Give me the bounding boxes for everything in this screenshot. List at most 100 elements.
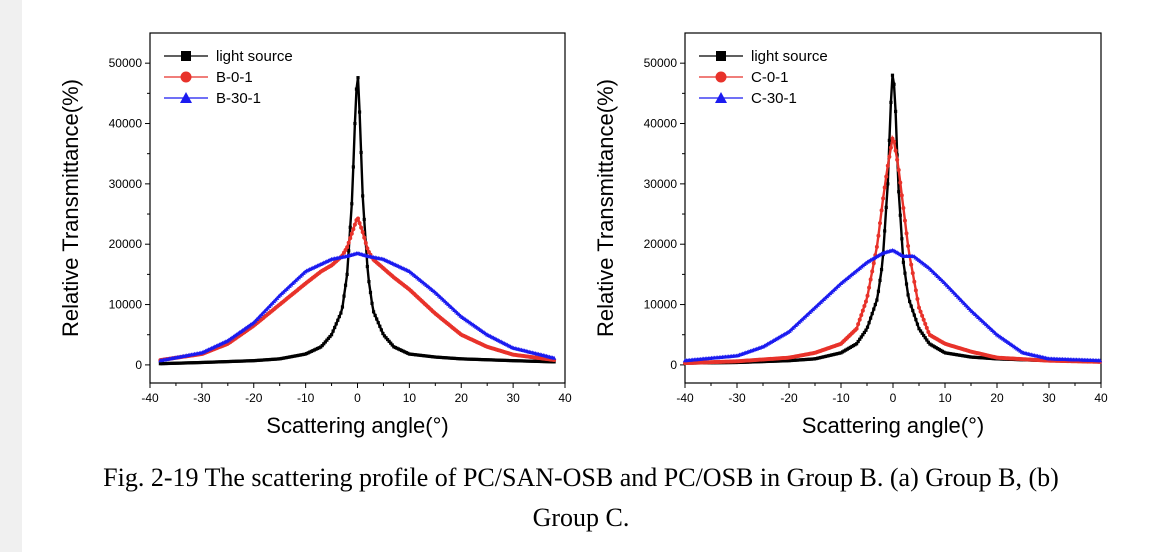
data-point — [923, 321, 928, 326]
x-tick-label: -20 — [780, 391, 798, 405]
data-point — [862, 304, 867, 309]
data-point — [868, 277, 873, 282]
data-point — [347, 249, 351, 253]
data-point — [348, 236, 353, 241]
data-point — [363, 241, 368, 245]
data-point — [892, 139, 897, 144]
data-point — [870, 312, 874, 316]
data-point — [917, 305, 921, 310]
data-point — [882, 185, 887, 190]
data-point — [920, 331, 924, 335]
data-point — [926, 330, 931, 335]
chart-panel-1: -40 -30 -20 -10 0 10 20 30 40 0 10000 20000 30000 400… — [58, 32, 572, 438]
data-point — [867, 285, 872, 290]
data-point — [874, 244, 879, 249]
data-point — [351, 227, 356, 232]
data-point — [359, 225, 364, 230]
data-point — [870, 269, 875, 274]
data-point — [913, 288, 918, 293]
x-tick-label: -40 — [676, 391, 694, 405]
x-tick-label: 40 — [558, 391, 572, 405]
caption-line-2: Group C. — [532, 503, 630, 532]
data-point — [896, 167, 901, 172]
data-point — [864, 328, 868, 332]
data-point — [879, 208, 884, 213]
data-point — [362, 217, 366, 222]
data-point — [360, 230, 365, 235]
data-point — [865, 325, 870, 329]
data-point — [856, 322, 861, 327]
data-point — [551, 355, 557, 360]
y-tick-label: 0 — [670, 358, 677, 372]
page-left-margin — [0, 0, 22, 552]
data-point — [329, 333, 334, 337]
data-point — [350, 202, 354, 206]
data-point — [909, 304, 913, 308]
data-point — [890, 73, 895, 77]
data-point — [379, 328, 383, 332]
data-point — [351, 165, 355, 169]
data-point — [326, 336, 331, 340]
data-point — [906, 244, 911, 249]
data-point — [858, 337, 862, 341]
data-point — [921, 317, 926, 322]
data-point — [862, 330, 866, 335]
data-point — [1097, 358, 1103, 363]
data-point — [899, 193, 904, 198]
legend-marker-square — [181, 51, 191, 61]
data-point — [906, 293, 910, 297]
data-point — [883, 229, 887, 233]
data-point — [884, 205, 888, 209]
data-point — [359, 150, 363, 155]
data-point — [900, 237, 904, 241]
y-tick-label: 30000 — [644, 177, 678, 191]
data-point — [348, 225, 352, 229]
legend-label: B-0-1 — [216, 69, 253, 86]
figure-caption: Fig. 2-19 The scattering profile of PC/S… — [0, 458, 1162, 538]
y-tick-label: 10000 — [644, 298, 678, 312]
x-tick-label: 40 — [1094, 391, 1108, 405]
data-point — [346, 240, 351, 245]
data-point — [385, 337, 390, 342]
data-point — [876, 289, 881, 293]
x-tick-label: -30 — [728, 391, 746, 405]
data-point — [859, 313, 864, 318]
legend-label: C-0-1 — [751, 69, 789, 86]
y-axis-title: Relative Transmittance(%) — [593, 79, 618, 337]
data-point — [926, 340, 930, 344]
data-point — [361, 194, 365, 198]
x-tick-label: -30 — [193, 391, 211, 405]
x-axis-title: Scattering angle(°) — [266, 413, 448, 438]
data-point — [873, 302, 877, 307]
data-point — [353, 121, 357, 126]
data-point — [904, 231, 909, 236]
data-point — [854, 326, 859, 331]
data-point — [345, 245, 350, 250]
caption-line-1: Fig. 2-19 The scattering profile of PC/S… — [103, 463, 1059, 492]
data-point — [895, 157, 900, 162]
y-tick-label: 50000 — [109, 56, 143, 70]
data-point — [925, 338, 929, 342]
x-tick-label: 30 — [1042, 391, 1056, 405]
data-point — [917, 327, 921, 331]
data-point — [890, 136, 895, 141]
x-tick-label: -20 — [245, 391, 263, 405]
data-point — [354, 87, 359, 91]
data-point — [333, 325, 337, 330]
x-tick-label: 0 — [354, 391, 361, 405]
data-point — [356, 216, 361, 221]
data-point — [855, 342, 859, 346]
data-point — [904, 282, 909, 286]
data-point — [920, 313, 925, 318]
data-point — [337, 315, 341, 319]
data-point — [901, 260, 905, 264]
chart-panel-2: -40 -30 -20 -10 0 10 20 30 40 0 10000 20000 30000 400… — [593, 32, 1108, 438]
data-point — [857, 317, 862, 322]
x-tick-label: 20 — [455, 391, 469, 405]
data-point — [867, 321, 871, 325]
legend-label: light source — [216, 48, 293, 65]
data-point — [325, 338, 329, 342]
y-tick-label: 20000 — [109, 237, 143, 251]
data-point — [376, 321, 380, 325]
data-point — [320, 343, 324, 348]
